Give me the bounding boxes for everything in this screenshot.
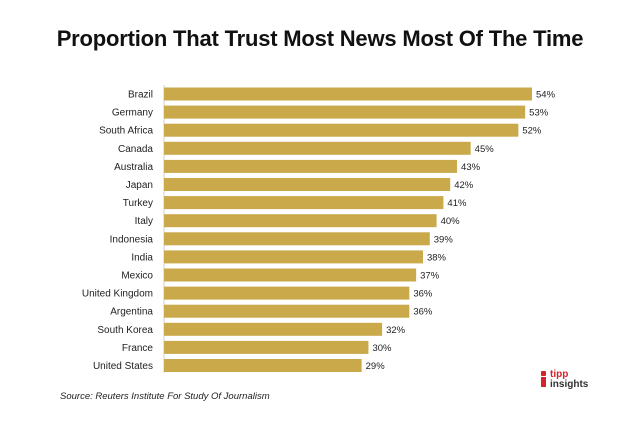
- category-label: United Kingdom: [82, 289, 153, 300]
- chart-title: Proportion That Trust Most News Most Of …: [56, 26, 584, 51]
- bar-south-korea: [164, 322, 383, 336]
- value-label: 38%: [427, 252, 447, 263]
- logo-mark-icon: [540, 369, 548, 389]
- value-label: 54%: [536, 90, 556, 101]
- bar-australia: [164, 159, 458, 173]
- category-label: Canada: [118, 144, 153, 155]
- category-label: Indonesia: [110, 234, 154, 245]
- category-label: Turkey: [123, 198, 153, 209]
- value-label: 42%: [454, 180, 474, 191]
- category-label: South Korea: [97, 325, 153, 336]
- tipp-insights-logo: tipp insights: [540, 369, 600, 393]
- value-label: 37%: [420, 271, 440, 282]
- bar-brazil: [164, 87, 532, 101]
- value-label: 45%: [475, 144, 495, 155]
- value-label: 36%: [413, 289, 433, 300]
- logo-text-top: tipp: [550, 369, 569, 380]
- value-label: 53%: [529, 108, 549, 119]
- bar-france: [164, 340, 369, 354]
- bar-indonesia: [164, 232, 430, 246]
- bar-india: [164, 250, 423, 264]
- category-label: Japan: [126, 180, 153, 191]
- category-label: South Africa: [99, 126, 153, 137]
- bar-canada: [164, 141, 471, 155]
- value-label: 40%: [441, 216, 461, 227]
- category-label: Brazil: [128, 90, 153, 101]
- bar-japan: [164, 178, 451, 191]
- value-label: 30%: [372, 343, 392, 354]
- logo-text-bottom: insights: [550, 379, 589, 390]
- bar-mexico: [164, 268, 417, 282]
- value-label: 43%: [461, 162, 481, 173]
- value-label: 52%: [522, 126, 542, 137]
- source-note: Source: Reuters Institute For Study Of J…: [60, 391, 270, 402]
- category-label: Australia: [114, 162, 153, 173]
- bar-united-states: [164, 359, 362, 372]
- bar-italy: [164, 214, 437, 228]
- bar-united-kingdom: [164, 286, 410, 300]
- value-label: 32%: [386, 325, 406, 336]
- category-label: Italy: [135, 216, 153, 227]
- category-label: India: [131, 252, 153, 263]
- category-label: Mexico: [121, 271, 153, 282]
- bar-germany: [164, 105, 526, 119]
- category-label: Germany: [112, 108, 153, 119]
- category-label: United States: [93, 361, 153, 372]
- value-label: 36%: [413, 307, 433, 318]
- bar-south-africa: [164, 123, 519, 137]
- value-label: 41%: [447, 198, 467, 209]
- bar-turkey: [164, 196, 444, 210]
- category-label: France: [122, 343, 154, 354]
- bar-argentina: [164, 304, 410, 318]
- value-label: 39%: [434, 234, 454, 245]
- category-label: Argentina: [110, 307, 153, 318]
- value-label: 29%: [366, 361, 386, 372]
